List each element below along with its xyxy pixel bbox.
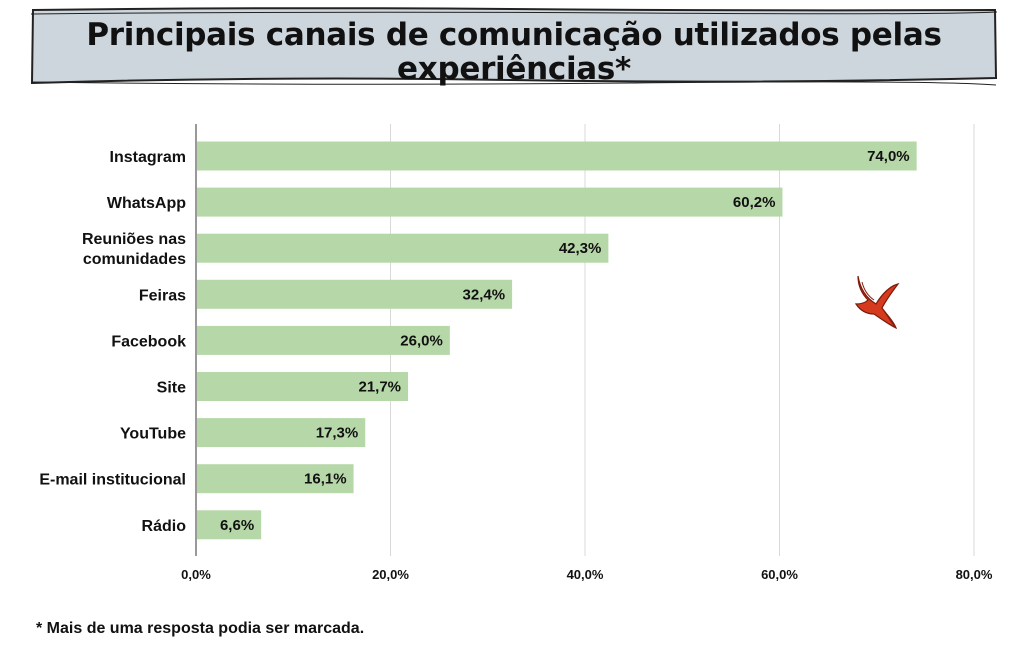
category-label: WhatsApp <box>107 195 186 212</box>
bar <box>197 187 783 217</box>
data-label: 42,3% <box>559 240 602 257</box>
chart-title: Principais canais de comunicação utiliza… <box>86 17 942 87</box>
data-label: 32,4% <box>463 286 506 303</box>
category-label: YouTube <box>120 426 186 443</box>
bar <box>197 233 609 263</box>
category-label: Site <box>157 380 186 397</box>
x-tick-label: 20,0% <box>372 567 409 582</box>
category-label: Reuniões nas comunidades <box>82 231 186 268</box>
x-tick-label: 0,0% <box>181 567 211 582</box>
title-banner-shape <box>30 7 998 86</box>
data-label: 26,0% <box>400 332 443 349</box>
data-label: 16,1% <box>304 471 347 488</box>
bar <box>197 418 366 448</box>
category-label: Instagram <box>110 149 186 166</box>
category-label: Feiras <box>139 287 186 304</box>
x-tick-label: 80,0% <box>956 567 993 582</box>
data-label: 21,7% <box>358 379 401 396</box>
footnote: * Mais de uma resposta podia ser marcada… <box>36 620 365 637</box>
bar <box>197 325 450 355</box>
data-label: 60,2% <box>733 194 776 211</box>
category-label: Facebook <box>111 333 186 350</box>
category-label: Rádio <box>142 518 187 535</box>
bar <box>197 510 262 540</box>
bar-chart: 0,0% 20,0% 40,0% 60,0% 80,0% 74,0% Instagram 60… <box>39 124 993 582</box>
x-tick-label: 60,0% <box>761 567 798 582</box>
x-tick-label: 40,0% <box>567 567 604 582</box>
category-label: E-mail institucional <box>39 472 186 489</box>
data-label: 17,3% <box>316 425 359 442</box>
data-label: 74,0% <box>867 148 910 165</box>
title-banner: Principais canais de comunicação utiliza… <box>30 6 998 88</box>
bird-icon <box>854 275 900 330</box>
bar <box>197 464 354 494</box>
bar <box>197 141 917 171</box>
bar <box>197 372 409 401</box>
bar <box>197 279 513 309</box>
data-label: 6,6% <box>220 517 254 534</box>
